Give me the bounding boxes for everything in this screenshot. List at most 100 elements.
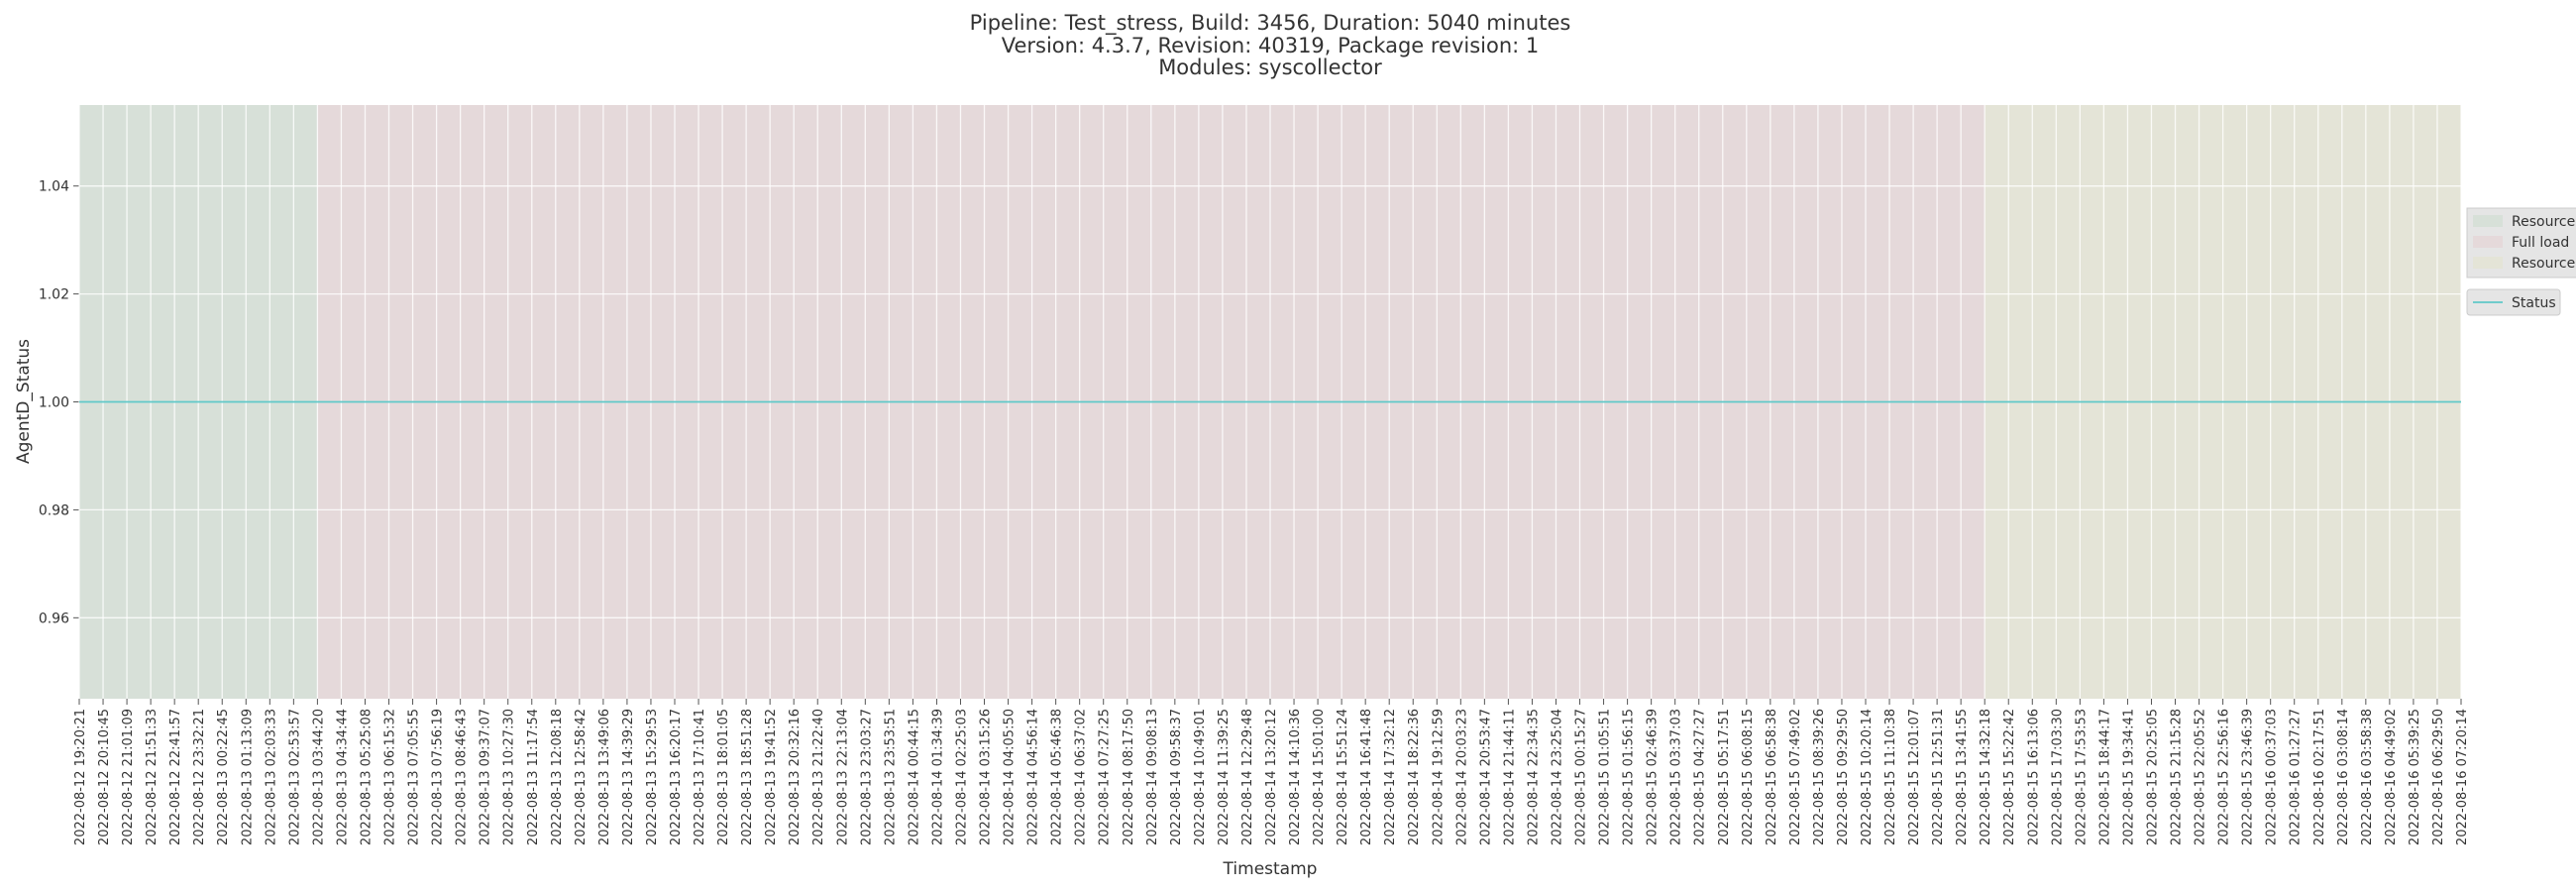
x-tick-label: 2022-08-14 00:44:15 — [907, 709, 921, 845]
title-line: Version: 4.3.7, Revision: 40319, Package… — [1002, 34, 1540, 57]
x-tick-label: 2022-08-14 22:34:35 — [1526, 709, 1541, 845]
x-tick-label: 2022-08-14 04:56:14 — [1026, 709, 1041, 845]
x-tick-label: 2022-08-15 12:01:07 — [1907, 709, 1922, 845]
x-tick-label: 2022-08-13 12:08:18 — [550, 709, 565, 845]
x-tick-label: 2022-08-14 21:44:11 — [1502, 709, 1517, 845]
x-tick-label: 2022-08-12 21:51:33 — [145, 709, 160, 845]
x-tick-label: 2022-08-15 17:03:30 — [2050, 709, 2065, 845]
x-tick-label: 2022-08-15 22:05:52 — [2194, 709, 2208, 845]
x-tick-label: 2022-08-16 01:27:27 — [2289, 709, 2304, 845]
x-tick-label: 2022-08-15 12:51:31 — [1931, 709, 1946, 845]
y-tick-label: 1.02 — [39, 287, 69, 303]
x-tick-label: 2022-08-15 01:56:15 — [1622, 709, 1637, 845]
x-tick-label: 2022-08-13 05:25:08 — [359, 709, 374, 845]
x-tick-label: 2022-08-13 00:22:45 — [216, 709, 231, 845]
x-tick-label: 2022-08-14 05:46:38 — [1050, 709, 1065, 845]
x-tick-label: 2022-08-13 02:03:33 — [264, 709, 278, 845]
title-line: Pipeline: Test_stress, Build: 3456, Dura… — [970, 11, 1571, 36]
x-tick-label: 2022-08-14 06:37:02 — [1074, 709, 1089, 845]
x-tick-label: 2022-08-15 05:17:51 — [1717, 709, 1732, 845]
x-tick-label: 2022-08-15 03:37:03 — [1669, 709, 1684, 845]
x-tick-label: 2022-08-14 12:29:48 — [1240, 709, 1255, 845]
x-tick-label: 2022-08-13 03:44:20 — [311, 709, 326, 845]
legend-label: Full load — [2512, 235, 2569, 251]
x-tick-label: 2022-08-14 07:27:25 — [1098, 709, 1113, 845]
x-tick-label: 2022-08-16 05:39:25 — [2408, 709, 2422, 845]
x-tick-label: 2022-08-13 18:01:05 — [716, 709, 731, 845]
region-legend: Resources Full load Resources — [2466, 207, 2576, 279]
x-tick-label: 2022-08-14 14:10:36 — [1288, 709, 1303, 845]
x-tick-label: 2022-08-14 20:53:47 — [1478, 709, 1493, 845]
x-tick-label: 2022-08-13 23:03:27 — [859, 709, 874, 845]
x-tick-label: 2022-08-13 17:10:41 — [693, 709, 707, 845]
x-tick-label: 2022-08-14 23:25:04 — [1550, 709, 1564, 845]
x-tick-label: 2022-08-15 02:46:39 — [1646, 709, 1661, 845]
x-tick-label: 2022-08-13 06:15:32 — [383, 709, 398, 845]
y-tick-label: 1.00 — [39, 395, 69, 411]
x-tick-label: 2022-08-13 04:34:44 — [335, 709, 350, 845]
x-tick-label: 2022-08-14 17:32:12 — [1383, 709, 1398, 845]
x-tick-label: 2022-08-13 22:13:04 — [835, 709, 850, 845]
series-legend: Status — [2466, 288, 2561, 316]
x-tick-label: 2022-08-15 16:13:06 — [2026, 709, 2041, 845]
legend-label: Status — [2512, 295, 2556, 311]
x-tick-label: 2022-08-14 04:05:50 — [1003, 709, 1018, 845]
legend-swatch — [2473, 236, 2503, 248]
x-tick-label: 2022-08-16 00:37:03 — [2265, 709, 2280, 845]
x-tick-label: 2022-08-13 20:32:16 — [788, 709, 803, 845]
x-tick-label: 2022-08-13 08:46:43 — [455, 709, 470, 845]
x-tick-label: 2022-08-13 16:20:17 — [669, 709, 684, 845]
legend-label: Resources — [2512, 256, 2576, 272]
x-tick-label: 2022-08-13 12:58:42 — [574, 709, 589, 845]
x-tick-label: 2022-08-15 23:46:39 — [2241, 709, 2256, 845]
x-tick-label: 2022-08-15 06:58:38 — [1765, 709, 1779, 845]
x-tick-label: 2022-08-14 20:03:23 — [1454, 709, 1469, 845]
x-tick-label: 2022-08-13 18:51:28 — [740, 709, 755, 845]
x-tick-label: 2022-08-15 10:20:14 — [1860, 709, 1875, 845]
title-line: Modules: syscollector — [1158, 56, 1382, 79]
chart-title: Pipeline: Test_stress, Build: 3456, Dura… — [970, 11, 1571, 79]
x-tick-label: 2022-08-13 15:29:53 — [645, 709, 660, 845]
x-tick-label: 2022-08-15 14:32:18 — [1979, 709, 1993, 845]
x-tick-label: 2022-08-14 10:49:01 — [1193, 709, 1208, 845]
x-tick-label: 2022-08-15 06:08:15 — [1741, 709, 1756, 845]
x-tick-label: 2022-08-15 00:15:27 — [1574, 709, 1589, 845]
x-tick-label: 2022-08-15 18:44:17 — [2097, 709, 2112, 845]
x-tick-label: 2022-08-14 18:22:36 — [1407, 709, 1422, 845]
legend-label: Resources — [2512, 214, 2576, 230]
x-tick-label: 2022-08-12 20:10:45 — [97, 709, 112, 845]
x-tick-label: 2022-08-14 08:17:50 — [1122, 709, 1136, 845]
x-tick-label: 2022-08-15 15:22:42 — [2002, 709, 2017, 845]
x-tick-label: 2022-08-14 09:58:37 — [1169, 709, 1184, 845]
x-tick-label: 2022-08-16 02:17:51 — [2312, 709, 2327, 845]
x-tick-label: 2022-08-16 06:29:50 — [2431, 709, 2446, 845]
x-tick-label: 2022-08-15 20:25:05 — [2145, 709, 2160, 845]
legend-box — [2466, 288, 2561, 316]
x-tick-label: 2022-08-13 02:53:57 — [287, 709, 302, 845]
x-tick-label: 2022-08-13 13:49:06 — [597, 709, 612, 845]
x-tick-label: 2022-08-13 14:39:29 — [621, 709, 636, 845]
x-tick-label: 2022-08-12 19:20:21 — [73, 709, 88, 845]
x-tick-label: 2022-08-13 23:53:51 — [883, 709, 898, 845]
x-tick-label: 2022-08-16 03:58:38 — [2360, 709, 2375, 845]
x-tick-label: 2022-08-14 09:08:13 — [1145, 709, 1160, 845]
x-tick-label: 2022-08-14 19:12:59 — [1431, 709, 1446, 845]
x-tick-label: 2022-08-15 19:34:41 — [2121, 709, 2136, 845]
x-tick-label: 2022-08-15 17:53:53 — [2074, 709, 2089, 845]
x-tick-label: 2022-08-16 07:20:14 — [2455, 709, 2470, 845]
x-tick-label: 2022-08-12 21:01:09 — [121, 709, 136, 845]
x-tick-label: 2022-08-14 01:34:39 — [930, 709, 945, 845]
y-tick-label: 0.98 — [39, 502, 69, 518]
legend-swatch — [2473, 257, 2503, 269]
x-axis-label: Timestamp — [1223, 859, 1318, 879]
x-tick-label: 2022-08-14 02:25:03 — [954, 709, 969, 845]
x-tick-label: 2022-08-13 09:37:07 — [479, 709, 493, 845]
x-tick-label: 2022-08-14 03:15:26 — [979, 709, 994, 845]
y-tick-label: 1.04 — [39, 179, 69, 195]
x-tick-label: 2022-08-14 11:39:25 — [1217, 709, 1232, 845]
x-tick-label: 2022-08-16 04:49:02 — [2384, 709, 2399, 845]
x-tick-label: 2022-08-16 03:08:14 — [2336, 709, 2351, 845]
x-tick-label: 2022-08-14 16:41:48 — [1359, 709, 1374, 845]
x-tick-label: 2022-08-12 22:41:57 — [168, 709, 183, 845]
